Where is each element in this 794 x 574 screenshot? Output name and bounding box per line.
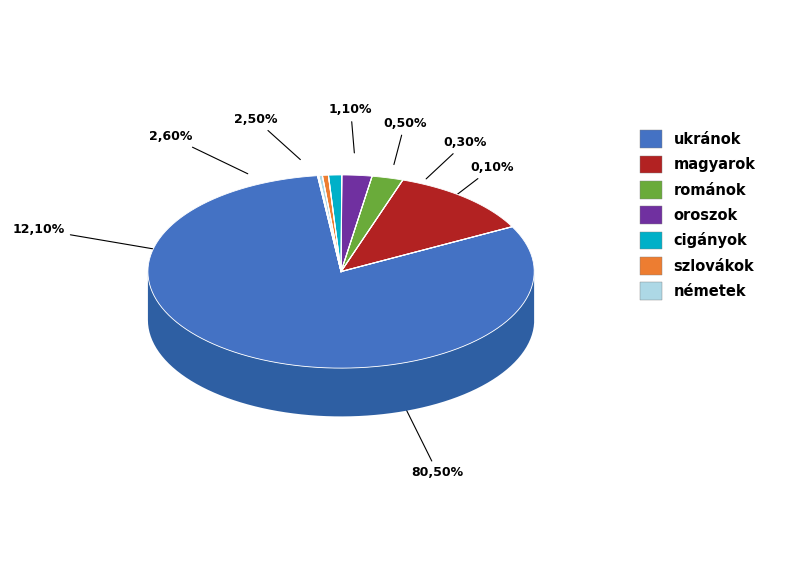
Polygon shape: [322, 175, 341, 272]
Polygon shape: [341, 176, 403, 272]
Polygon shape: [318, 176, 341, 272]
Polygon shape: [148, 272, 534, 416]
Polygon shape: [341, 180, 512, 272]
Text: 2,50%: 2,50%: [233, 113, 300, 160]
Text: 1,10%: 1,10%: [329, 103, 372, 153]
Polygon shape: [329, 175, 341, 272]
Polygon shape: [341, 175, 372, 272]
Legend: ukránok, magyarok, románok, oroszok, cigányok, szlovákok, németek: ukránok, magyarok, románok, oroszok, cig…: [634, 125, 761, 306]
Text: 12,10%: 12,10%: [13, 223, 170, 252]
Text: 80,50%: 80,50%: [406, 409, 464, 479]
Polygon shape: [148, 176, 534, 368]
Text: 0,50%: 0,50%: [383, 117, 426, 165]
Polygon shape: [318, 176, 341, 272]
Text: 2,60%: 2,60%: [149, 130, 248, 174]
Text: 0,30%: 0,30%: [426, 136, 487, 179]
Text: 0,10%: 0,10%: [449, 161, 514, 200]
